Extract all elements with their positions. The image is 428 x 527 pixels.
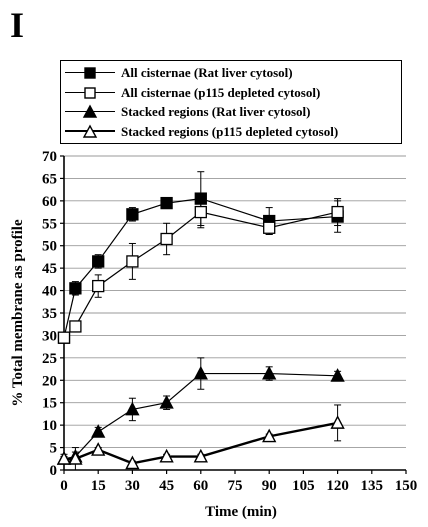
data-point xyxy=(262,428,277,443)
x-tick-label: 60 xyxy=(193,478,208,494)
data-point xyxy=(92,279,105,293)
legend-label: All cisternae (p115 depleted cytosol) xyxy=(121,84,321,100)
y-tick-label: 25 xyxy=(42,351,57,367)
data-point xyxy=(125,455,140,470)
x-tick-label: 120 xyxy=(326,478,349,494)
data-point xyxy=(262,365,277,380)
legend-label: All cisternae (Rat liver cytosol) xyxy=(121,65,293,80)
y-tick-label: 20 xyxy=(42,373,57,389)
data-point xyxy=(126,208,139,221)
data-point xyxy=(92,255,105,268)
data-point xyxy=(69,282,82,295)
legend-marker xyxy=(84,67,96,79)
x-tick-label: 105 xyxy=(292,478,315,494)
legend-marker xyxy=(82,124,98,138)
series-line xyxy=(63,372,338,460)
series-line xyxy=(64,421,338,465)
y-tick-label: 40 xyxy=(42,284,57,300)
data-point xyxy=(68,451,83,465)
y-tick-label: 70 xyxy=(42,149,57,165)
data-point xyxy=(160,232,173,246)
data-point xyxy=(69,320,82,333)
x-tick-label: 75 xyxy=(228,478,243,494)
y-tick-label: 55 xyxy=(42,216,57,232)
x-tick-label: 30 xyxy=(125,478,140,494)
y-tick-label: 65 xyxy=(42,171,57,187)
y-tick-label: 45 xyxy=(42,261,57,277)
data-point xyxy=(91,442,106,456)
legend-entry: All cisternae (p115 depleted cytosol) xyxy=(61,84,401,102)
legend-entry: Stacked regions (Rat liver cytosol) xyxy=(61,103,401,121)
y-tick-label: 5 xyxy=(50,441,58,457)
data-point xyxy=(331,205,344,219)
y-tick-label: 50 xyxy=(42,239,57,255)
data-point xyxy=(194,205,207,219)
data-point xyxy=(57,331,71,344)
chart-legend: All cisternae (Rat liver cytosol) All cis… xyxy=(60,60,402,144)
data-point xyxy=(160,196,173,210)
panel-letter: I xyxy=(10,5,25,45)
data-point xyxy=(159,394,174,409)
data-point xyxy=(263,221,276,234)
data-point xyxy=(159,448,174,463)
y-tick-label: 15 xyxy=(42,396,57,412)
y-tick-label: 60 xyxy=(42,194,57,210)
legend-entry: Stacked regions (p115 depleted cytosol) xyxy=(61,123,401,141)
x-axis-title: Time (min) xyxy=(205,504,277,520)
x-tick-label: 135 xyxy=(361,478,384,494)
x-tick-label: 45 xyxy=(159,478,174,494)
x-tick-label: 150 xyxy=(395,478,418,494)
y-tick-label: 10 xyxy=(42,418,57,434)
legend-marker xyxy=(82,104,98,118)
legend-entry: All cisternae (Rat liver cytosol) xyxy=(61,64,401,82)
data-point xyxy=(193,448,208,463)
series-line xyxy=(63,211,338,339)
y-tick-label: 35 xyxy=(42,306,57,322)
y-axis-title: % Total membrane as profile xyxy=(10,219,26,407)
x-tick-label: 15 xyxy=(91,478,106,494)
legend-marker xyxy=(84,86,96,99)
x-tick-label: 0 xyxy=(60,478,68,494)
y-tick-label: 30 xyxy=(42,328,57,344)
y-tick-label: 0 xyxy=(50,463,58,479)
data-point xyxy=(56,451,72,465)
legend-label: Stacked regions (p115 depleted cytosol) xyxy=(121,123,339,139)
data-point xyxy=(125,401,140,416)
data-point xyxy=(330,368,345,382)
data-point xyxy=(330,415,345,429)
data-point xyxy=(126,255,139,268)
data-point xyxy=(193,365,208,380)
data-point xyxy=(91,424,106,438)
x-tick-label: 90 xyxy=(262,478,277,494)
legend-label: Stacked regions (Rat liver cytosol) xyxy=(121,104,311,119)
